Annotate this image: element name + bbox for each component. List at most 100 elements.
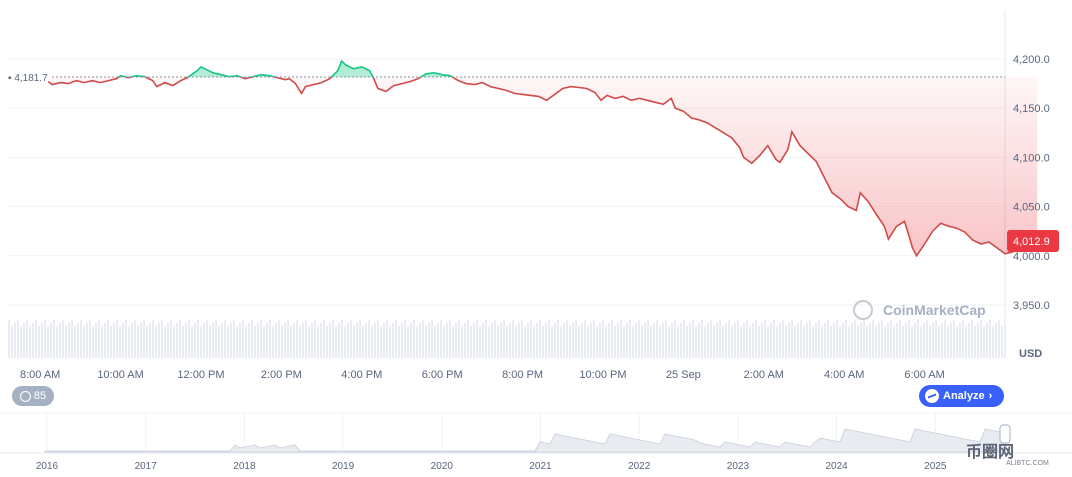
current-price-label: 4,012.9: [1013, 236, 1050, 248]
volume-bar: [431, 320, 433, 358]
volume-bar: [371, 326, 373, 358]
volume-bar: [479, 326, 481, 358]
volume-bar: [773, 320, 775, 358]
volume-bar: [665, 320, 667, 358]
volume-bar: [158, 323, 160, 358]
x-tick-label: 4:00 PM: [341, 369, 382, 381]
volume-bar: [632, 326, 634, 358]
volume-bar: [977, 323, 979, 358]
volume-bar: [341, 320, 343, 358]
volume-bar: [500, 323, 502, 358]
volume-bar: [614, 326, 616, 358]
volume-bar: [143, 320, 145, 358]
volume-bar: [443, 326, 445, 358]
volume-bar: [458, 320, 460, 358]
volume-bar: [659, 326, 661, 358]
volume-bar: [974, 326, 976, 358]
volume-bar: [134, 320, 136, 358]
volume-bar: [92, 326, 94, 358]
volume-bar: [104, 323, 106, 358]
volume-bar: [572, 323, 574, 358]
volume-bar: [11, 326, 13, 358]
volume-bar: [146, 326, 148, 358]
volume-bar: [173, 326, 175, 358]
volume-bar: [722, 326, 724, 358]
volume-bar: [377, 320, 379, 358]
overview-range-handle[interactable]: [999, 424, 1011, 444]
volume-bar: [629, 320, 631, 358]
volume-bar: [587, 326, 589, 358]
analyze-button[interactable]: Analyze ›: [919, 385, 1004, 407]
volume-bar: [542, 326, 544, 358]
volume-bar: [440, 320, 442, 358]
volume-bar: [923, 323, 925, 358]
y-tick-label: 4,000.0: [1013, 251, 1050, 263]
volume-bar: [59, 323, 61, 358]
volume-bar: [788, 323, 790, 358]
volume-bar: [320, 323, 322, 358]
volume-bar: [701, 320, 703, 358]
volume-bar: [803, 326, 805, 358]
volume-bar: [596, 326, 598, 358]
volume-bar: [314, 320, 316, 358]
volume-bar: [755, 320, 757, 358]
volume-bar: [809, 320, 811, 358]
volume-bar: [35, 320, 37, 358]
volume-bar: [797, 323, 799, 358]
volume-bar: [44, 320, 46, 358]
volume-bar: [884, 326, 886, 358]
volume-bar: [128, 326, 130, 358]
volume-bar: [506, 326, 508, 358]
volume-bar: [581, 323, 583, 358]
volume-bar: [206, 320, 208, 358]
volume-bar: [821, 326, 823, 358]
volume-bar: [902, 326, 904, 358]
x-tick-label: 4:00 AM: [824, 369, 864, 381]
volume-bar: [494, 320, 496, 358]
volume-bar: [551, 326, 553, 358]
volume-bar: [644, 323, 646, 358]
volume-bar: [164, 326, 166, 358]
analyze-label: Analyze: [943, 390, 985, 402]
volume-bar: [746, 320, 748, 358]
volume-bar: [119, 326, 121, 358]
volume-bar: [641, 326, 643, 358]
x-tick-label: 12:00 PM: [177, 369, 224, 381]
volume-bar: [122, 323, 124, 358]
volume-bar: [197, 320, 199, 358]
volume-bar: [359, 320, 361, 358]
volume-bar: [152, 320, 154, 358]
volume-bar: [758, 326, 760, 358]
volume-bar: [194, 323, 196, 358]
volume-bar: [980, 320, 982, 358]
volume-bar: [200, 326, 202, 358]
volume-bar: [656, 320, 658, 358]
volume-bar: [305, 320, 307, 358]
volume-bar: [401, 323, 403, 358]
volume-bar: [395, 320, 397, 358]
volume-bar: [287, 320, 289, 358]
volume-bar: [182, 326, 184, 358]
volume-bar: [863, 320, 865, 358]
volume-bar: [338, 323, 340, 358]
volume-bar: [767, 326, 769, 358]
volume-bar: [536, 323, 538, 358]
volume-bar: [695, 326, 697, 358]
history-button[interactable]: 85: [12, 386, 54, 406]
overview-year-label: 2016: [36, 461, 59, 472]
history-clock-icon: [19, 390, 31, 402]
volume-bar: [647, 320, 649, 358]
volume-bar: [71, 320, 73, 358]
volume-bar: [680, 323, 682, 358]
volume-bar: [599, 323, 601, 358]
volume-bar: [866, 326, 868, 358]
x-tick-label: 8:00 PM: [502, 369, 543, 381]
overview-navigator[interactable]: 2016 2017 2018 2019 2020 2021 2022 2023 2024 2025: [0, 412, 1072, 472]
volume-bar: [539, 320, 541, 358]
volume-bar: [839, 326, 841, 358]
volume-bar: [131, 323, 133, 358]
volume-bar: [344, 326, 346, 358]
volume-bar: [608, 323, 610, 358]
volume-bar: [818, 320, 820, 358]
